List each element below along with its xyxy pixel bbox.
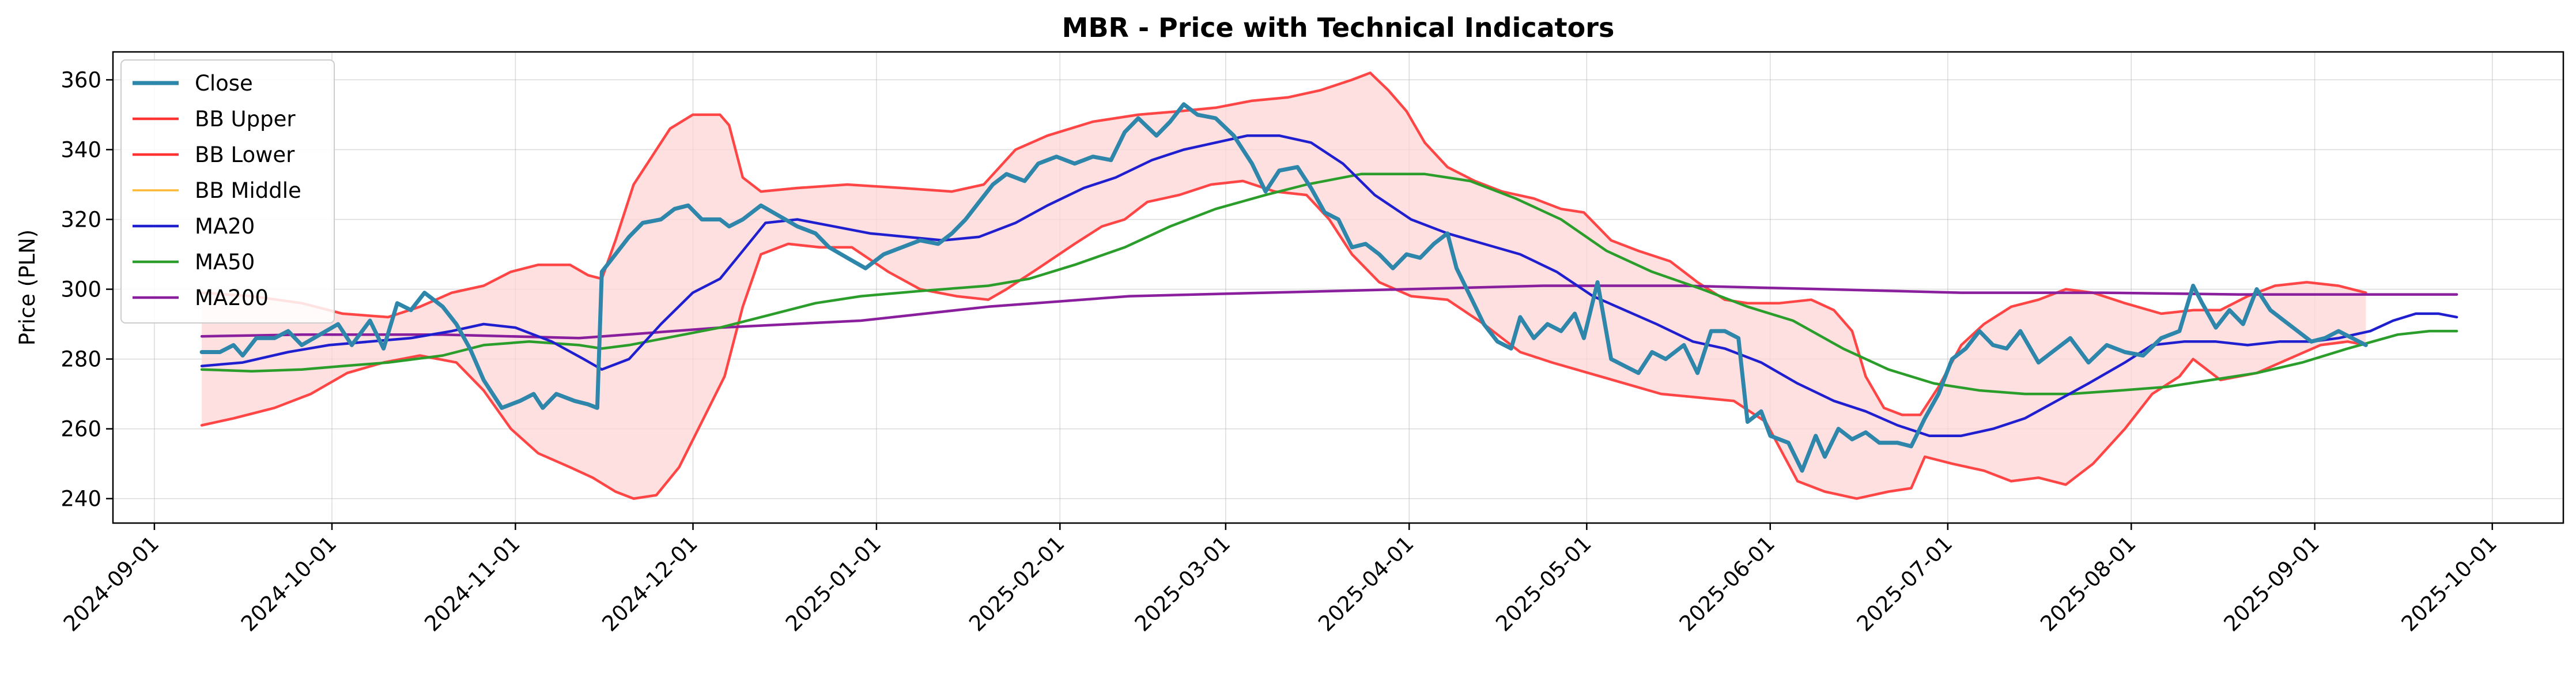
legend-box (120, 59, 335, 324)
bollinger-band-fill (202, 73, 2366, 499)
legend-label: MA200 (195, 285, 269, 310)
plot-frame (112, 51, 2564, 524)
legend: Close BB Upper BB Lower BB Middle MA20 MA50 MA… (120, 59, 335, 324)
y-axis-label: Price (PLN) (15, 230, 40, 346)
legend-label: BB Lower (195, 142, 295, 167)
legend-label: BB Middle (195, 178, 301, 203)
legend-label: BB Upper (195, 107, 296, 131)
series-line-ma200 (200, 284, 2458, 340)
y-tick-label: 300 (61, 277, 101, 302)
y-tick-label: 280 (61, 347, 101, 372)
series-line-bb-upper (200, 72, 2367, 416)
y-tick-label: 260 (61, 417, 101, 442)
y-tick-label: 360 (61, 67, 101, 92)
y-axis: 240 260 280 300 320 340 360 (61, 67, 113, 512)
y-tick-label: 340 (61, 137, 101, 162)
series-line-close (199, 102, 2368, 473)
legend-label: Close (195, 71, 253, 96)
series-lines (199, 72, 2458, 500)
legend-label: MA50 (195, 250, 255, 275)
y-tick-label: 320 (61, 207, 101, 232)
chart-title: MBR - Price with Technical Indicators (1062, 12, 1615, 43)
bollinger-band-area (202, 73, 2366, 499)
series-line-ma50 (200, 172, 2458, 396)
y-tick-label: 240 (61, 487, 101, 512)
legend-label: MA20 (195, 214, 255, 239)
